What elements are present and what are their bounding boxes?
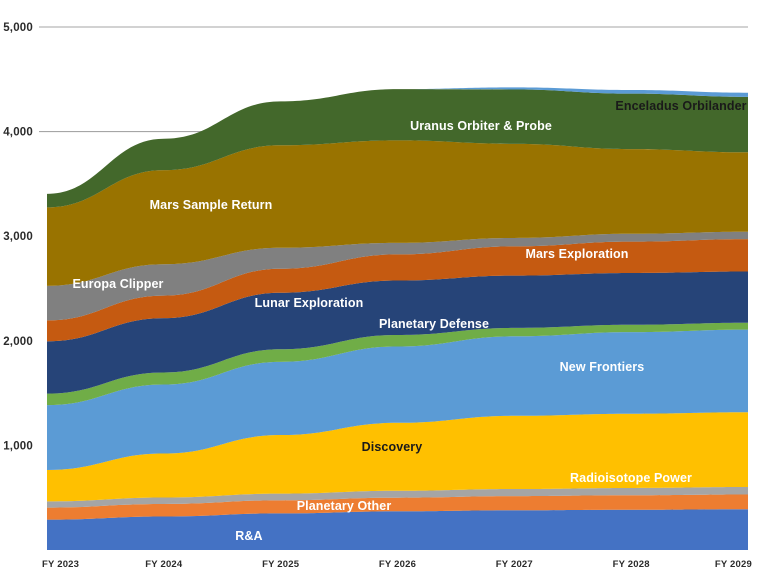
y-axis-tick-label: $ 4,000: [0, 127, 33, 139]
area-series: [47, 494, 748, 520]
area-series: [47, 322, 748, 406]
series-label: Planetary Defense: [379, 317, 489, 331]
area-series: [47, 231, 748, 321]
area-series: [47, 487, 748, 508]
x-axis-tick-label: FY 2027: [496, 559, 533, 570]
series-label: Mars Exploration: [525, 247, 628, 261]
y-axis-tick-label: $ 5,000: [0, 22, 33, 34]
x-axis-tick-label: FY 2026: [379, 559, 416, 570]
x-axis-tick-label: FY 2025: [262, 559, 300, 570]
series-label: Lunar Exploration: [255, 296, 364, 310]
area-series: [47, 412, 748, 502]
area-series: [47, 509, 748, 550]
area-series: [47, 239, 748, 342]
area-series-group: [47, 87, 748, 550]
series-label: New Frontiers: [560, 360, 645, 374]
series-label: Discovery: [362, 440, 423, 454]
area-series: [47, 271, 748, 394]
series-label: Europa Clipper: [73, 277, 164, 291]
series-label: Uranus Orbiter & Probe: [410, 119, 552, 133]
series-label: Planetary Other: [297, 499, 392, 513]
area-series: [47, 140, 748, 286]
y-axis-tick-label: $ 3,000: [0, 231, 33, 243]
series-label: R&A: [235, 529, 262, 543]
y-axis-tick-label: $ 1,000: [0, 440, 33, 452]
x-axis-labels: FY 2023 FY 2024 FY 2025 FY 2026 FY 2027 FY 20…: [42, 559, 752, 570]
y-axis-labels: $ 1,000 $ 2,000 $ 3,000 $ 4,000 $ 5,000: [0, 22, 33, 452]
x-axis-tick-label: FY 2028: [613, 559, 650, 570]
series-labels-group: Enceladus Orbilander Uranus Orbiter & Pro…: [73, 99, 747, 543]
series-label: Enceladus Orbilander: [615, 99, 746, 113]
series-label: Mars Sample Return: [150, 198, 273, 212]
area-series: [47, 329, 748, 470]
x-axis-tick-label: FY 2023: [42, 559, 79, 570]
x-axis-tick-label: FY 2024: [145, 559, 183, 570]
x-axis-tick-label: FY 2029: [715, 559, 752, 570]
y-axis-tick-label: $ 2,000: [0, 336, 33, 348]
area-series: [47, 89, 748, 208]
series-label: Radioisotope Power: [570, 471, 692, 485]
